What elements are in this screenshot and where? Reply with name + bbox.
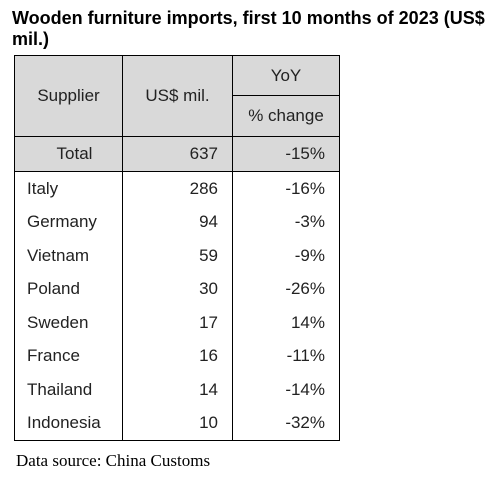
header-yoy-label: YoY [233,56,339,96]
value-cell: 10 [122,406,233,441]
supplier-cell: Germany [14,205,123,239]
data-source: Data source: China Customs [16,451,211,470]
supplier-cell: Poland [14,272,123,306]
total-label: Total [14,136,123,172]
supplier-rows: Italy 286 -16% Germany 94 -3% Vietnam 59 -9% Pola… [14,171,340,441]
supplier-cell: Sweden [14,306,123,340]
value-cell: 16 [122,339,233,373]
yoy-cell: -14% [232,373,340,407]
yoy-cell: -16% [232,171,340,206]
total-row: Total 637 -15% [14,136,340,172]
yoy-cell: 14% [232,306,340,340]
value-cell: 59 [122,239,233,273]
value-cell: 17 [122,306,233,340]
value-cell: 14 [122,373,233,407]
imports-table: Supplier US$ mil. YoY % change Total 637… [14,55,340,441]
supplier-cell: Indonesia [14,406,123,441]
table-row: Thailand 14 -14% [14,373,340,407]
chart-title: Wooden furniture imports, first 10 month… [12,8,485,49]
value-cell: 94 [122,205,233,239]
table-row: Vietnam 59 -9% [14,239,340,273]
table-row: Germany 94 -3% [14,205,340,239]
table-row: Indonesia 10 -32% [14,406,340,441]
table-row: Poland 30 -26% [14,272,340,306]
table-row: Sweden 17 14% [14,306,340,340]
supplier-cell: Vietnam [14,239,123,273]
total-value: 637 [122,136,233,172]
header-yoy: YoY % change [232,55,340,137]
supplier-cell: Italy [14,171,123,206]
yoy-cell: -32% [232,406,340,441]
supplier-cell: France [14,339,123,373]
yoy-cell: -3% [232,205,340,239]
header-row: Supplier US$ mil. YoY % change [14,55,340,137]
header-supplier: Supplier [14,55,123,137]
table-row: Italy 286 -16% [14,171,340,206]
yoy-cell: -26% [232,272,340,306]
value-cell: 30 [122,272,233,306]
value-cell: 286 [122,171,233,206]
yoy-cell: -11% [232,339,340,373]
supplier-cell: Thailand [14,373,123,407]
table-row: France 16 -11% [14,339,340,373]
header-yoy-unit: % change [248,106,324,125]
yoy-cell: -9% [232,239,340,273]
total-yoy: -15% [232,136,340,172]
header-value: US$ mil. [122,55,233,137]
